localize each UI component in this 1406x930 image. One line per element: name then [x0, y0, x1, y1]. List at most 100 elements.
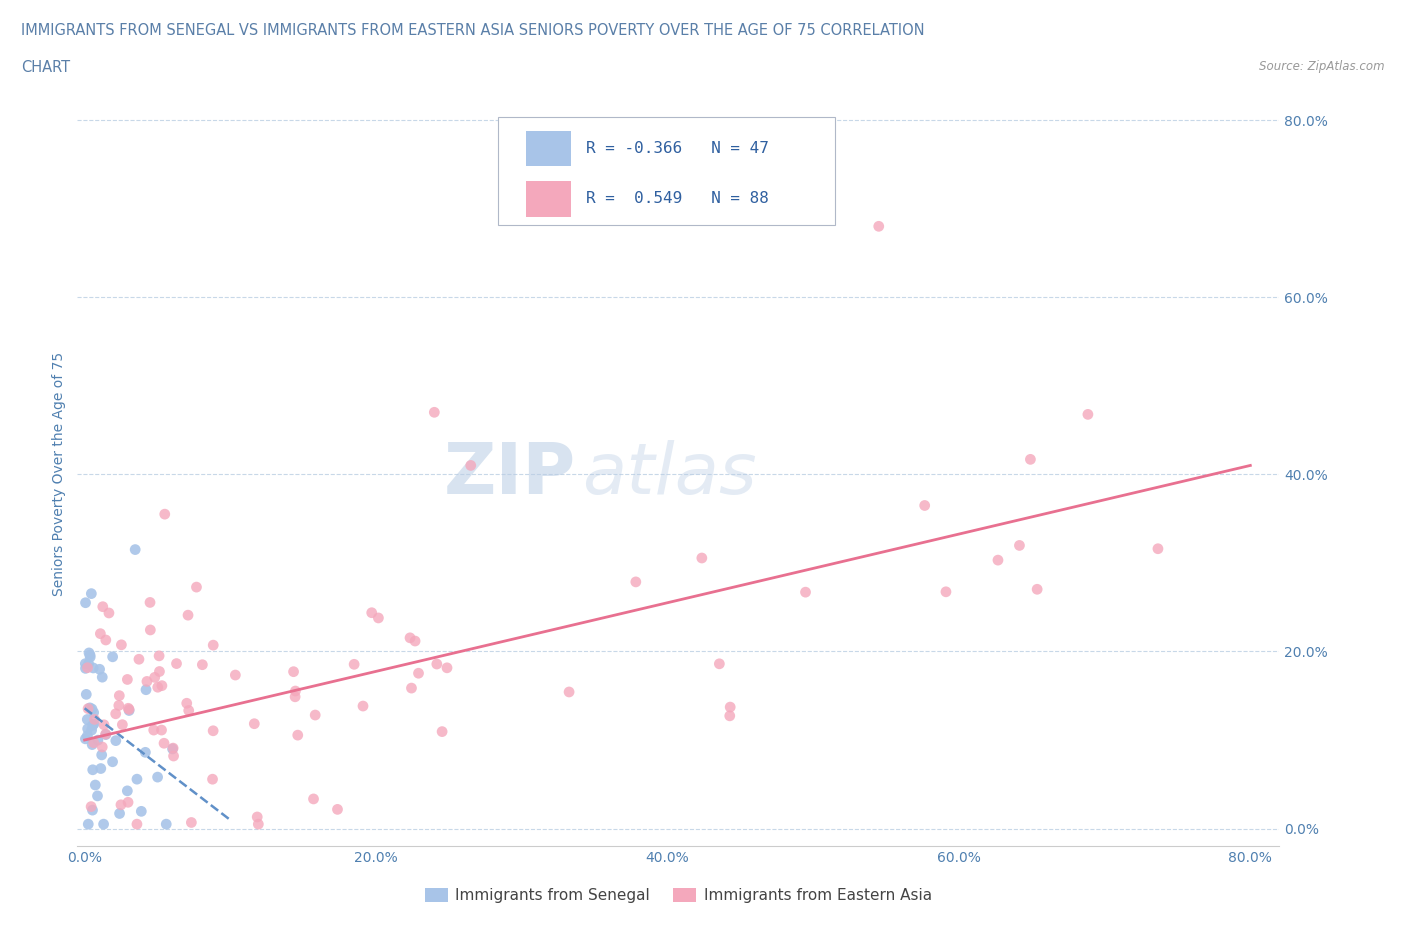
Point [97, 605, 120, 620]
Point [284, 684, 307, 698]
Point [77, 645, 100, 660]
Point [83, 712, 105, 727]
Text: R = -0.366   N = 47: R = -0.366 N = 47 [586, 141, 769, 156]
Point [794, 585, 817, 600]
Point [146, 770, 169, 785]
Point [125, 772, 148, 787]
Point [82, 718, 104, 733]
Point [94, 727, 117, 742]
Point [79, 700, 101, 715]
Point [77, 701, 100, 716]
Point [110, 797, 132, 812]
Point [143, 670, 166, 684]
Point [91, 599, 114, 614]
Point [423, 405, 446, 419]
Point [718, 699, 741, 714]
Point [202, 724, 225, 738]
Point [186, 579, 208, 594]
Point [82, 660, 104, 675]
Point [89, 626, 111, 641]
Point [118, 703, 141, 718]
Point [83, 716, 105, 731]
Point [935, 584, 957, 599]
Point [436, 660, 458, 675]
Text: ZIP: ZIP [444, 440, 576, 509]
Text: Source: ZipAtlas.com: Source: ZipAtlas.com [1260, 60, 1385, 73]
Point [202, 638, 225, 653]
Point [426, 657, 449, 671]
Point [90, 748, 112, 763]
Point [93, 717, 115, 732]
Point [177, 703, 200, 718]
Point [117, 672, 139, 687]
Point [304, 708, 326, 723]
Point [153, 507, 176, 522]
Bar [526, 180, 571, 217]
Point [360, 605, 382, 620]
Point [326, 802, 349, 817]
Point [136, 674, 159, 689]
Point [166, 657, 188, 671]
Point [101, 754, 124, 769]
Point [146, 680, 169, 695]
Point [868, 219, 890, 233]
Point [201, 772, 224, 787]
Point [117, 701, 139, 716]
Point [134, 745, 156, 760]
Point [162, 749, 184, 764]
Legend: Immigrants from Senegal, Immigrants from Eastern Asia: Immigrants from Senegal, Immigrants from… [419, 882, 938, 910]
Point [287, 727, 309, 742]
Point [77, 817, 100, 831]
Point [246, 809, 269, 824]
Point [367, 610, 389, 625]
Text: atlas: atlas [582, 440, 756, 509]
Point [1147, 541, 1170, 556]
Point [150, 723, 173, 737]
Point [718, 709, 741, 724]
Point [79, 647, 101, 662]
Point [117, 783, 139, 798]
Point [79, 650, 101, 665]
Point [83, 705, 105, 720]
Point [128, 652, 150, 667]
Point [224, 668, 246, 683]
Point [430, 724, 453, 739]
Point [162, 740, 184, 755]
Point [404, 633, 426, 648]
Point [191, 658, 214, 672]
Point [690, 551, 713, 565]
Point [104, 733, 127, 748]
Point [84, 777, 107, 792]
Point [94, 726, 117, 741]
Point [89, 662, 111, 677]
Point [399, 631, 422, 645]
Point [142, 723, 165, 737]
Point [914, 498, 936, 513]
Point [352, 698, 374, 713]
Point [80, 799, 103, 814]
Point [75, 687, 97, 702]
Point [148, 664, 170, 679]
Point [624, 575, 647, 590]
Point [343, 657, 366, 671]
Point [80, 723, 103, 737]
Point [162, 741, 184, 756]
Point [177, 607, 200, 622]
Point [243, 716, 266, 731]
Point [247, 817, 270, 831]
Point [91, 739, 114, 754]
Point [75, 657, 97, 671]
Point [75, 731, 97, 746]
Point [153, 736, 176, 751]
Point [117, 795, 139, 810]
Point [1077, 407, 1099, 422]
Point [284, 689, 307, 704]
Point [180, 815, 202, 830]
Point [108, 688, 131, 703]
Point [76, 722, 98, 737]
Bar [526, 130, 571, 166]
Point [1019, 452, 1042, 467]
Point [1026, 582, 1049, 597]
Point [76, 660, 98, 675]
Point [460, 458, 482, 472]
